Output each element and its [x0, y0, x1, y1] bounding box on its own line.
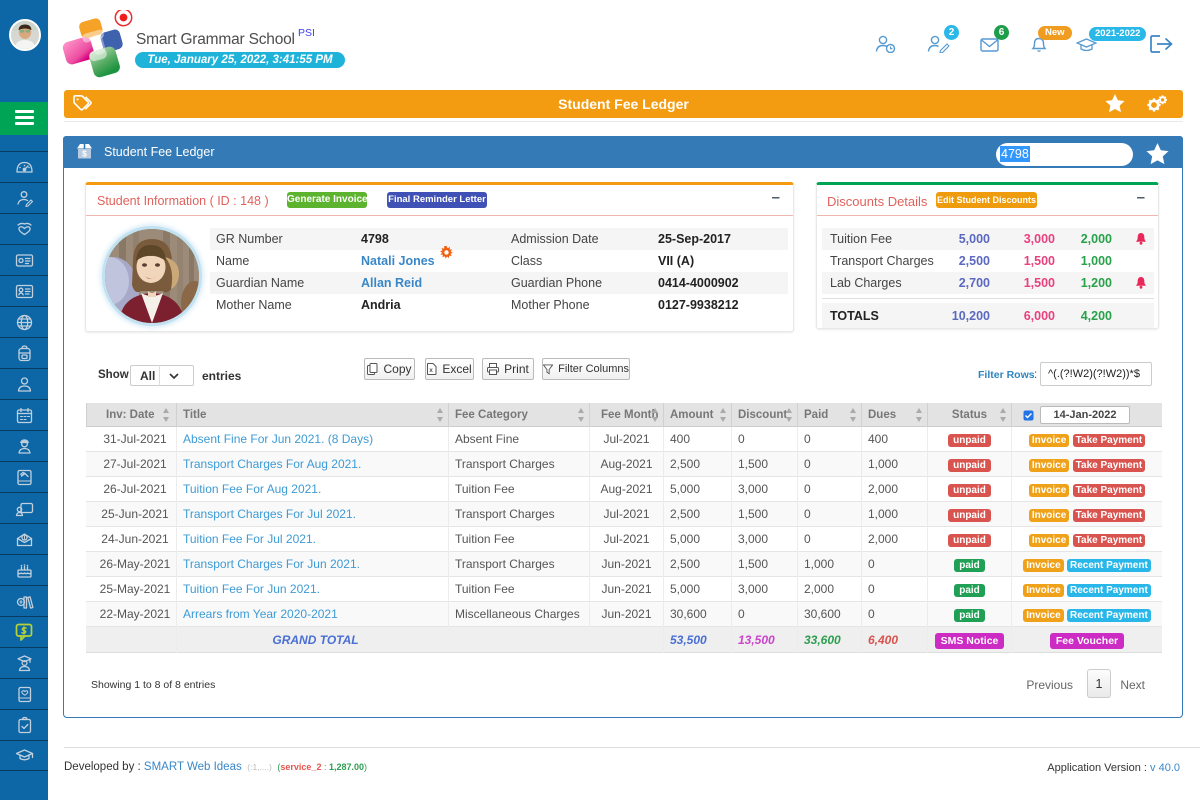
svg-text:x: x: [430, 367, 434, 374]
svg-text:$: $: [82, 149, 87, 159]
